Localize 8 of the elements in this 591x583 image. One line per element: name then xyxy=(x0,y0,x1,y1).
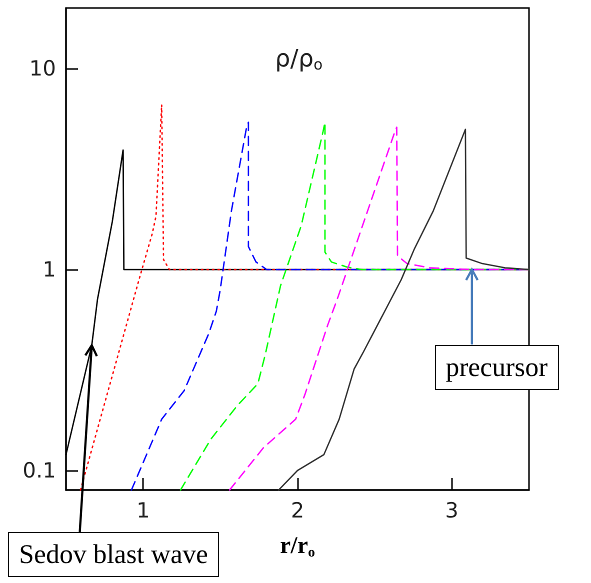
text-box: precursor xyxy=(434,344,559,390)
x-tick-label: 3 xyxy=(445,498,459,522)
y-tick-label: 0.1 xyxy=(22,458,56,483)
y-tick-label: 1 xyxy=(42,258,56,282)
x-tick-label: 2 xyxy=(290,498,304,522)
x-tick-label: 1 xyxy=(136,498,150,522)
y-tick-label: 10 xyxy=(29,56,56,81)
text-box: Sedov blast wave xyxy=(8,532,219,577)
